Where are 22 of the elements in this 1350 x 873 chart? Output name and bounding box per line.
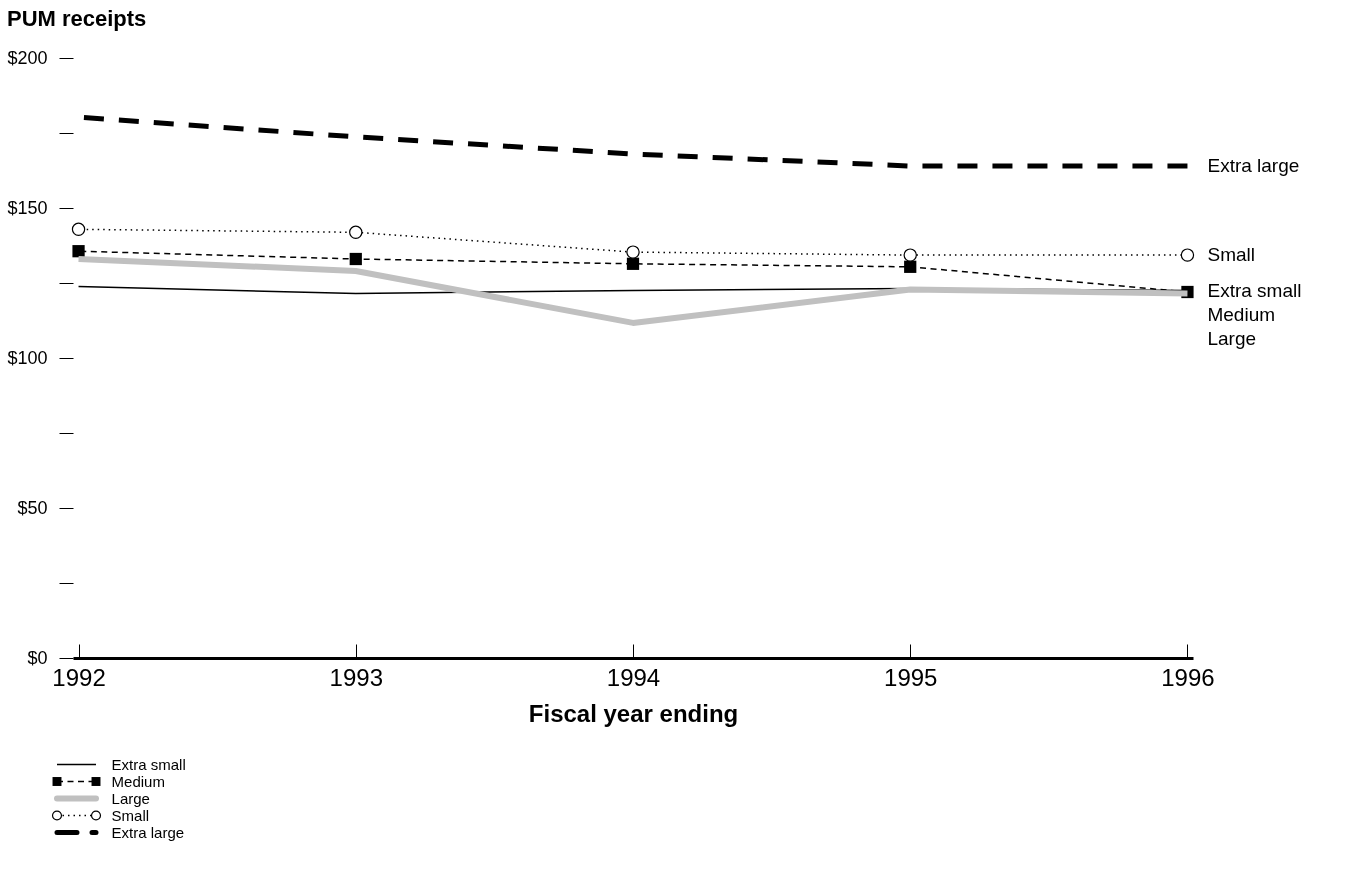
x-tick-label: 1993	[329, 663, 383, 691]
x-tick-label: 1994	[606, 663, 661, 691]
y-tick-label: $150	[7, 197, 48, 218]
chart-title: PUM receipts	[6, 6, 147, 31]
legend-label: Extra small	[111, 755, 186, 773]
x-tick-label: 1995	[884, 663, 938, 691]
text: Large	[1207, 327, 1257, 349]
text: Extra large	[1207, 155, 1300, 176]
text: Small	[1207, 244, 1255, 266]
y-tick-label: $50	[17, 497, 48, 518]
x-axis-title: Fiscal year ending	[528, 699, 739, 727]
y-tick-label: $100	[7, 347, 48, 368]
legend-label: Extra large	[111, 823, 185, 841]
x-tick-label: 1992	[52, 663, 106, 691]
y-tick-label: $200	[7, 47, 48, 68]
y-tick-label: $0	[27, 647, 48, 668]
legend-label: Small	[111, 806, 150, 824]
legend-label: Large	[111, 789, 150, 807]
text: Medium	[1207, 303, 1276, 325]
text: Extra small	[1207, 279, 1302, 301]
x-tick-label: 1996	[1161, 663, 1215, 691]
legend-label: Medium	[111, 772, 165, 790]
